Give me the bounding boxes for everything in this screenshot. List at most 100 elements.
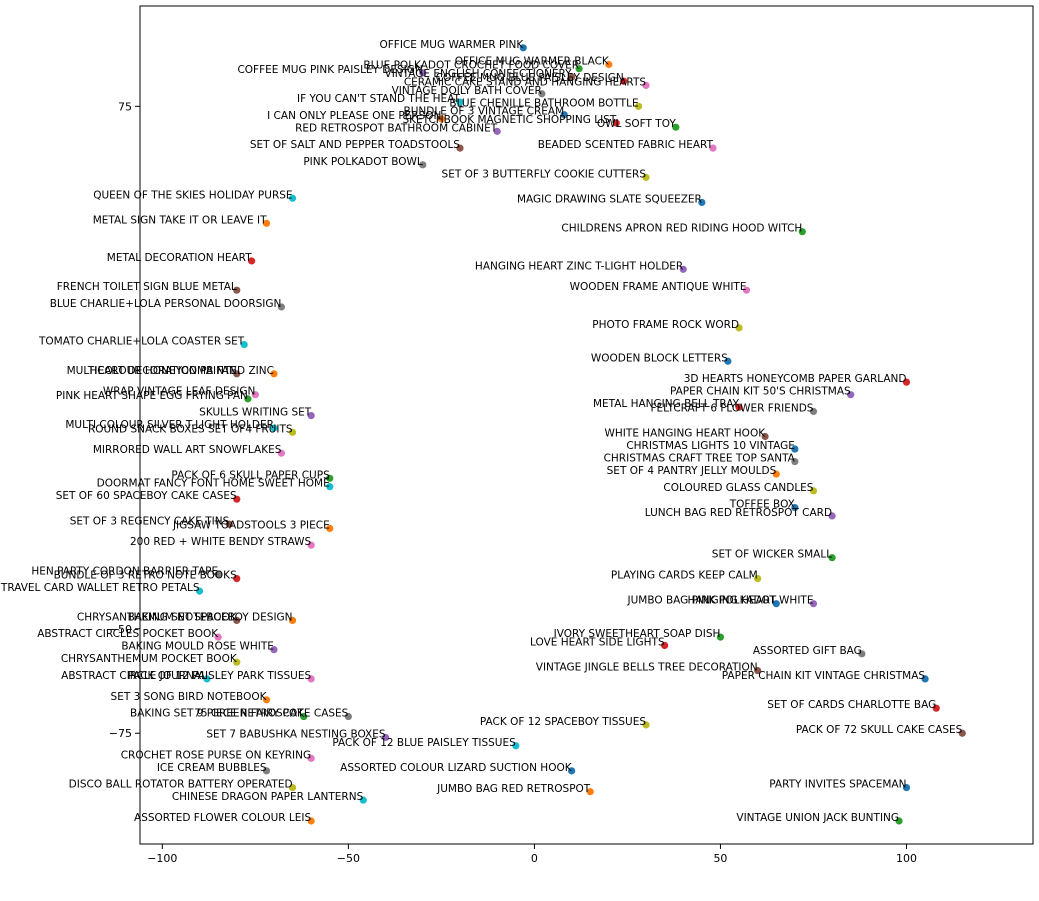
overlay-point xyxy=(195,587,204,595)
overlay-point-label: FELTCRAFT 6 FLOWER FRIENDS xyxy=(650,402,813,414)
point-label: BUNDLE OF 3 RETRO NOTE BOOKS xyxy=(54,570,237,582)
overlay-point-label: SET OF 4 PANTRY JELLY MOULDS xyxy=(607,465,777,477)
overlay-point xyxy=(754,574,762,583)
x-tick-label: −100 xyxy=(147,852,177,865)
overlay-point xyxy=(233,370,241,378)
overlay-point xyxy=(288,616,297,624)
scatter-point xyxy=(233,286,241,294)
scatter-point xyxy=(233,658,241,666)
point-label: HANGING HEART WHITE xyxy=(688,595,814,607)
point-label: WOODEN BLOCK LETTERS xyxy=(591,352,728,364)
point-label: HEART DECORATION PAINTED ZINC xyxy=(90,365,274,377)
overlay-point-label: WRAP VINTAGE LEAF DESIGN xyxy=(103,386,255,398)
overlay-point xyxy=(307,541,315,549)
scatter-point xyxy=(672,123,680,131)
scatter-point xyxy=(698,198,706,207)
point-label: CHILDRENS APRON RED RIDING HOOD WITCH xyxy=(561,223,802,235)
scatter-point xyxy=(560,111,568,119)
point-label: VINTAGE ENGLISH CONFECTIONERY xyxy=(385,68,573,80)
point-label: METAL SIGN TAKE IT OR LEAVE IT xyxy=(93,214,267,226)
scatter-point xyxy=(248,257,256,265)
y-axis: 75 −50 −75 xyxy=(109,100,140,740)
scatter-point xyxy=(742,286,751,294)
overlay-point xyxy=(754,666,762,675)
point-label: COFFEE MUG BLUE PAISLEY DESIGN xyxy=(436,72,624,84)
point-label: PARTY INVITES SPACEMAN xyxy=(769,779,906,791)
overlay-point xyxy=(828,512,836,520)
overlay-point xyxy=(251,391,259,399)
y-tick-label: −75 xyxy=(109,727,132,740)
y-tick-label: 75 xyxy=(118,100,132,113)
overlay-point-label: SET OF 60 SPACEBOY CAKE CASES xyxy=(56,490,237,502)
scatter-point xyxy=(493,127,501,135)
overlay-layer xyxy=(195,370,911,796)
scatter-point xyxy=(326,483,334,491)
overlay-point xyxy=(809,407,818,416)
point-label: JIGSAW TOADSTOOLS 3 PIECE xyxy=(172,519,330,531)
point-label: QUEEN OF THE SKIES HOLIDAY PURSE xyxy=(93,189,292,201)
overlay-point xyxy=(326,474,334,482)
overlay-point xyxy=(902,378,911,386)
scatter-point xyxy=(634,102,643,110)
overlay-point-label: VINTAGE JINGLE BELLS TREE DECORATION xyxy=(536,662,758,674)
point-label: OFFICE MUG WARMER PINK xyxy=(379,39,524,51)
point-label: BUNDLE OF 3 VINTAGE CREAM xyxy=(404,106,565,118)
overlay-point xyxy=(661,641,669,650)
point-label: SET OF CARDS CHARLOTTE BAG xyxy=(767,699,936,711)
label-layer: OFFICE MUG WARMER PINK OFFICE MUG WARMER … xyxy=(0,39,963,824)
scatter-point xyxy=(735,403,743,411)
point-label: IF YOU CAN'T STAND THE HEAT xyxy=(297,93,461,105)
scatter-point xyxy=(895,817,903,825)
overlay-point xyxy=(568,767,576,775)
overlay-point-label: LOVE HEART SIDE LIGHTS xyxy=(530,636,665,648)
scatter-point xyxy=(642,173,650,181)
point-label: SET 7 BABUSHKA NESTING BOXES xyxy=(206,728,386,740)
scatter-point xyxy=(456,98,464,106)
point-label: VINTAGE DOILY BATH COVER xyxy=(392,85,542,97)
point-label: ASSORTED GIFT BAG xyxy=(753,645,862,657)
overlay-point-label: 75 GREEN FAIRY CAKE CASES xyxy=(194,708,349,720)
scatter-point xyxy=(307,411,315,420)
overlay-point xyxy=(642,721,650,729)
scatter-point xyxy=(809,600,818,608)
scatter-point xyxy=(307,817,315,825)
scatter-point xyxy=(735,324,743,332)
scatter-point xyxy=(437,115,445,123)
scatter-point xyxy=(326,524,334,533)
scatter-point xyxy=(902,783,911,792)
scatter-point xyxy=(288,194,297,202)
scatter-point xyxy=(724,357,732,365)
scatter-point xyxy=(262,696,271,704)
scatter-point xyxy=(958,729,966,737)
x-tick-label: 0 xyxy=(531,852,538,865)
y-tick-label: −50 xyxy=(109,623,132,636)
point-label: BLUE CHARLIE+LOLA PERSONAL DOORSIGN xyxy=(50,298,282,310)
overlay-point xyxy=(847,391,855,399)
scatter-point xyxy=(262,767,271,775)
point-label: ABSTRACT CIRCLES POCKET BOOK xyxy=(37,628,219,640)
overlay-point-label: ASSORTED COLOUR LIZARD SUCTION HOOK xyxy=(340,762,573,774)
scatter-point xyxy=(798,228,806,236)
scatter-point xyxy=(233,574,241,583)
point-label: DISCO BALL ROTATOR BATTERY OPERATED xyxy=(69,779,293,791)
point-label: COFFEE MUG PINK PAISLEY DESIGN xyxy=(237,64,422,76)
point-label: PINK POLKADOT BOWL xyxy=(303,156,423,168)
point-label: CHINESE DRAGON PAPER LANTERNS xyxy=(172,791,364,803)
point-label: BAKING SET 9 PIECE RETROSPOT xyxy=(130,708,304,720)
point-label: HANGING HEART ZINC T-LIGHT HOLDER xyxy=(475,260,683,272)
point-label: METAL DECORATION HEART xyxy=(107,252,252,264)
plot-frame xyxy=(139,5,1034,845)
scatter-point xyxy=(419,161,427,169)
overlay-point-label: IVORY SWEETHEART SOAP DISH xyxy=(554,628,721,640)
overlay-point-label: LUNCH BAG RED RETROSPOT CARD xyxy=(645,507,832,519)
point-label: PAPER CHAIN KIT VINTAGE CHRISTMAS xyxy=(722,670,926,682)
overlay-point-label: SET OF 3 REGENCY CAKE TINS xyxy=(70,515,230,527)
overlay-point-label: CHRISTMAS LIGHTS 10 VINTAGE xyxy=(626,440,795,452)
point-label: PACK OF 72 SKULL CAKE CASES xyxy=(796,724,963,736)
point-label: SET OF 3 BUTTERFLY COOKIE CUTTERS xyxy=(442,168,647,180)
overlay-point xyxy=(214,570,222,579)
overlay-point xyxy=(716,633,725,641)
point-label: RED RETROSPOT BATHROOM CABINET xyxy=(295,122,498,134)
point-label: WHITE HANGING HEART HOOK xyxy=(605,427,767,439)
